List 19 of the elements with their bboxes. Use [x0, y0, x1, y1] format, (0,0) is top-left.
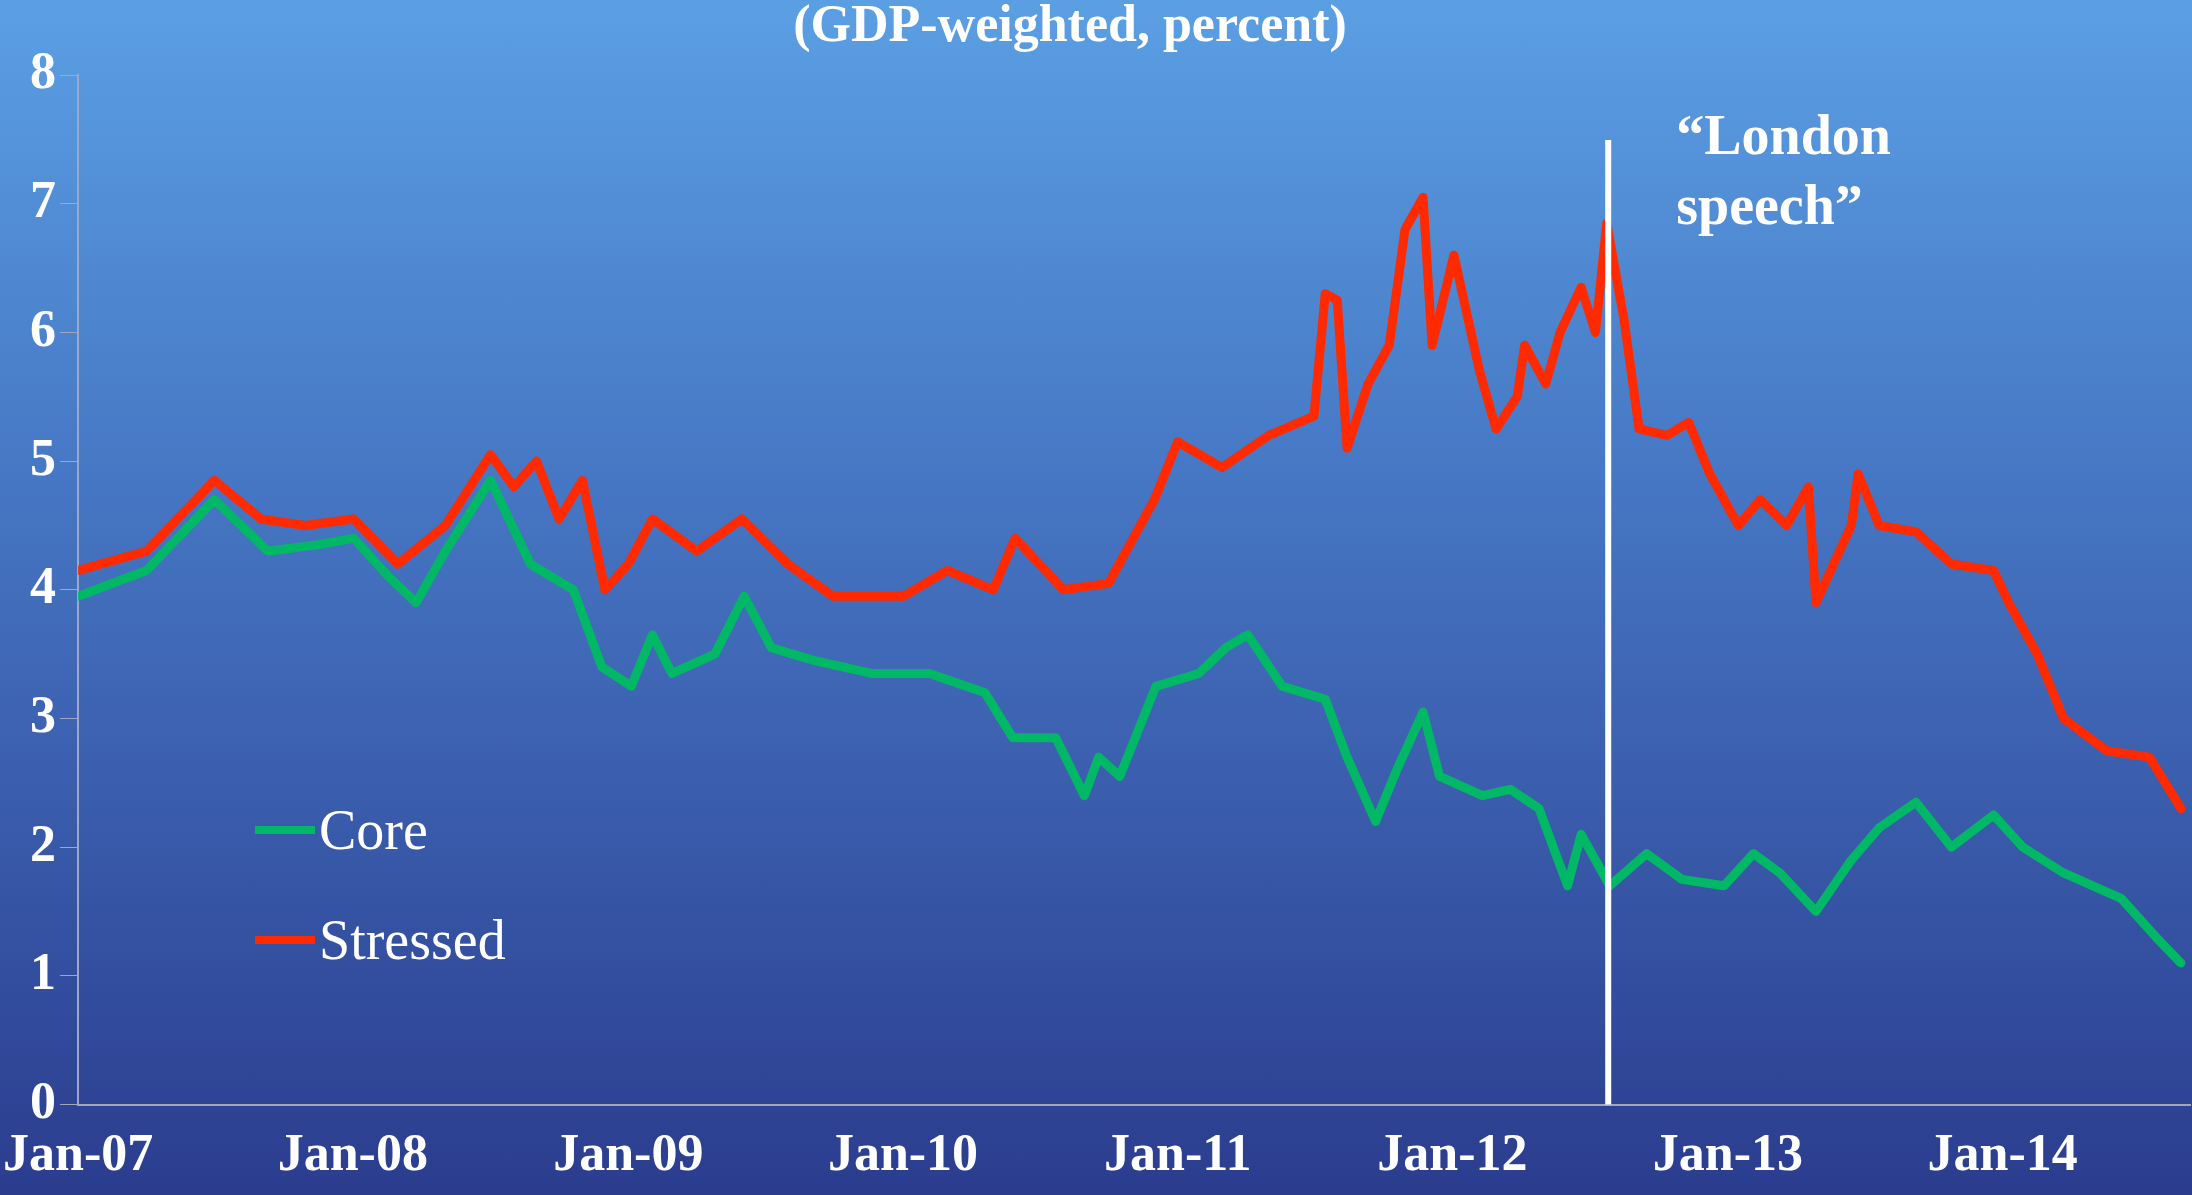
x-tick-label: Jan-14	[1927, 1124, 2078, 1182]
y-tick-label: 3	[30, 685, 57, 743]
y-tick-label: 5	[30, 428, 57, 486]
y-tick-label: 7	[30, 171, 57, 229]
legend-label: Core	[319, 798, 428, 862]
x-tick-label: Jan-12	[1377, 1124, 1528, 1182]
x-tick-label: Jan-08	[277, 1124, 428, 1182]
chart-title: (GDP-weighted, percent)	[793, 0, 1347, 54]
legend-label: Stressed	[319, 908, 506, 972]
x-tick-label: Jan-13	[1652, 1124, 1804, 1182]
y-tick-label: 2	[30, 814, 57, 872]
ref-line-label: “London speech”	[1676, 104, 1892, 237]
x-tick-label: Jan-10	[827, 1124, 979, 1182]
y-tick-label: 6	[30, 299, 57, 357]
y-tick-label: 4	[30, 557, 57, 615]
y-tick-label: 8	[30, 42, 57, 100]
x-tick-label: Jan-11	[1104, 1124, 1252, 1182]
x-tick-label: Jan-09	[553, 1124, 704, 1182]
y-tick-label: 1	[30, 943, 57, 1001]
